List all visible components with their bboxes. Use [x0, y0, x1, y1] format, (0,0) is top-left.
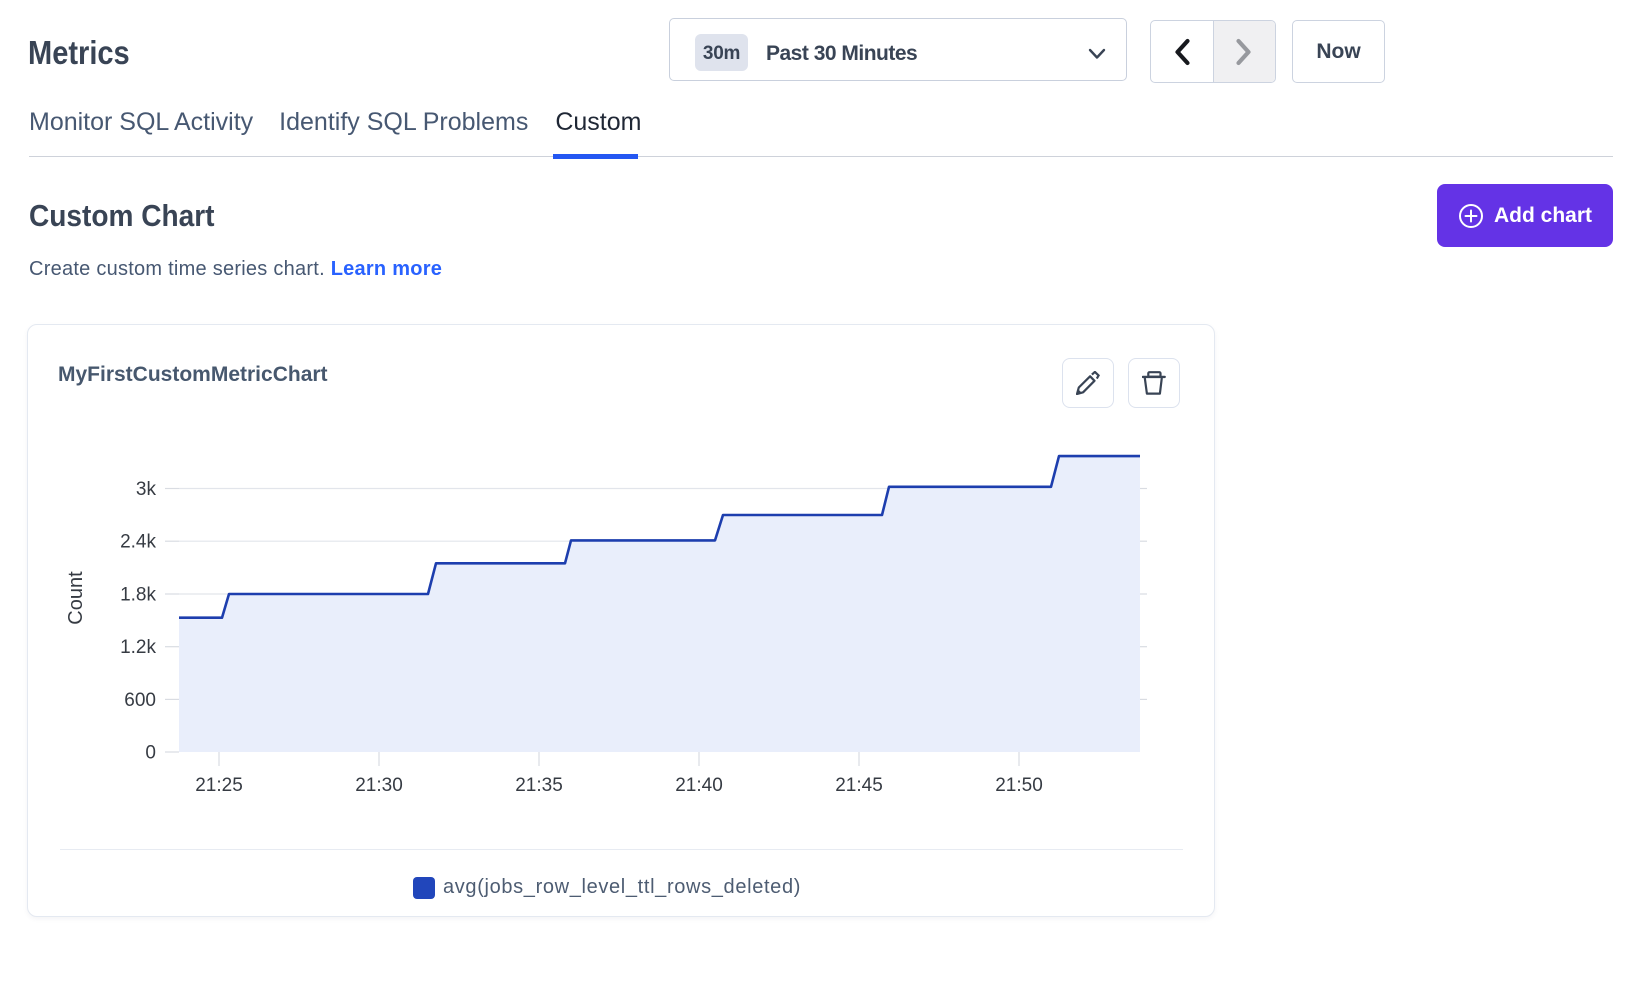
svg-text:1.8k: 1.8k	[120, 585, 156, 606]
svg-text:3k: 3k	[136, 479, 157, 500]
svg-text:2.4k: 2.4k	[120, 532, 156, 553]
svg-text:21:45: 21:45	[835, 775, 883, 796]
svg-text:21:35: 21:35	[515, 775, 563, 796]
svg-text:Count: Count	[65, 571, 87, 625]
svg-text:600: 600	[124, 690, 156, 711]
svg-text:1.2k: 1.2k	[120, 637, 156, 658]
svg-text:21:30: 21:30	[355, 775, 403, 796]
svg-text:21:40: 21:40	[675, 775, 723, 796]
svg-text:0: 0	[145, 743, 156, 764]
svg-text:21:25: 21:25	[195, 775, 243, 796]
svg-text:21:50: 21:50	[995, 775, 1043, 796]
